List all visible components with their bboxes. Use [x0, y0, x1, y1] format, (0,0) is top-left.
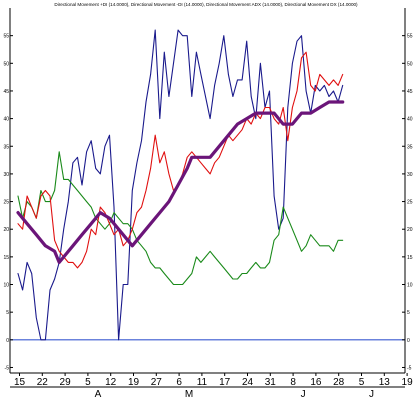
y-tick-label-right: 25: [407, 200, 413, 206]
x-tick-label: 5: [359, 377, 365, 388]
month-label: J: [369, 389, 374, 400]
y-tick-label-left: 30: [3, 172, 9, 178]
y-tick-label-right: 40: [407, 117, 413, 123]
month-label: J: [301, 389, 306, 400]
y-tick-label-right: 10: [407, 283, 413, 289]
y-tick-label-right: 20: [407, 227, 413, 233]
y-tick-label-right: 45: [407, 89, 413, 95]
y-tick-label-left: 35: [3, 144, 9, 150]
x-tick-label: 12: [105, 377, 117, 388]
x-tick-label: 11: [197, 377, 208, 388]
y-tick-label-right: 55: [407, 34, 413, 40]
y-tick-label-left: 55: [3, 34, 9, 40]
minus-di-line: [17, 151, 344, 286]
adx-line: [16, 100, 345, 264]
y-tick-label-left: -5: [5, 365, 10, 371]
x-tick-label: 29: [60, 377, 72, 388]
x-tick-label: 31: [265, 377, 277, 388]
x-tick-label: 28: [333, 377, 345, 388]
y-tick-label-left: 5: [6, 310, 9, 316]
x-tick-label: 6: [176, 377, 182, 388]
x-tick-group: 1522295121927611172431816285131926AMJJ: [14, 373, 414, 400]
y-tick-label-left: 0: [6, 338, 9, 344]
x-tick-label: 24: [242, 377, 254, 388]
y-tick-label-left: 50: [3, 61, 9, 67]
y-tick-label-left: 10: [3, 283, 9, 289]
y-tick-label-right: 35: [407, 144, 413, 150]
x-tick-label: 19: [128, 377, 140, 388]
y-tick-label-left: 40: [3, 117, 9, 123]
y-tick-label-left: 20: [3, 227, 9, 233]
series-group: [16, 29, 345, 341]
y-tick-label-right: 0: [407, 338, 410, 344]
dx-line: [17, 29, 344, 341]
y-tick-label-left: 15: [3, 255, 9, 261]
y-tick-label-right: 15: [407, 255, 413, 261]
x-tick-label: 8: [290, 377, 296, 388]
x-tick-label: 5: [85, 377, 91, 388]
y-tick-label-right: -5: [407, 365, 412, 371]
month-label: M: [185, 389, 193, 400]
x-tick-label: 16: [310, 377, 322, 388]
y-tick-label-right: 30: [407, 172, 413, 178]
x-tick-label: 15: [14, 377, 26, 388]
x-tick-label: 13: [379, 377, 391, 388]
x-tick-label: 19: [402, 377, 414, 388]
y-tick-label-right: 5: [407, 310, 410, 316]
month-label: A: [95, 389, 102, 400]
y-tick-label-left: 25: [3, 200, 9, 206]
y-tick-label-left: 45: [3, 89, 9, 95]
x-tick-label: 17: [219, 377, 231, 388]
x-tick-label: 27: [151, 377, 163, 388]
x-tick-label: 22: [37, 377, 49, 388]
chart-title: Directional Movement +DI (14.0000), Dire…: [54, 2, 358, 7]
y-tick-label-right: 50: [407, 61, 413, 67]
